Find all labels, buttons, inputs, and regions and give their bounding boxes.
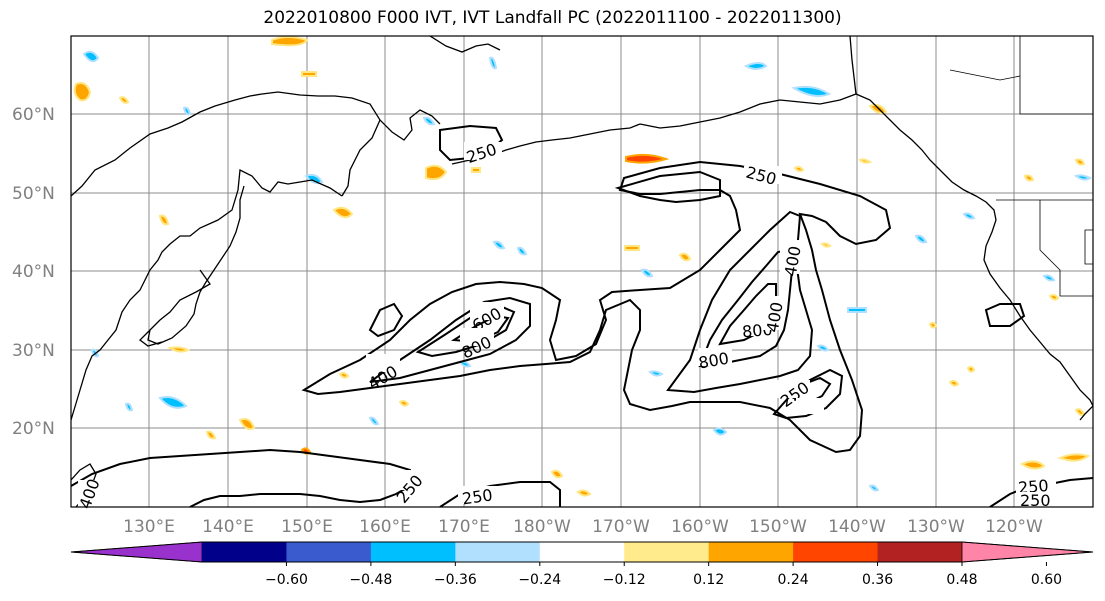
lon-label: 180°W — [513, 517, 571, 537]
colorbar-tick-label: −0.24 — [518, 572, 561, 588]
contour-400-west — [369, 296, 531, 383]
lon-label: 150°W — [749, 517, 807, 537]
asia-coast — [71, 91, 381, 197]
colorbar-tick-label: 0.60 — [1031, 572, 1062, 588]
lon-label: 140°E — [202, 517, 254, 537]
colorbar-segment — [455, 542, 541, 562]
map-area: 250 250 400 600 800 400 800 800 400 250 … — [70, 35, 1094, 511]
contour-label: 250 — [1020, 491, 1051, 510]
colorbar-segment — [877, 542, 963, 562]
alaska-north — [849, 36, 857, 95]
lon-label: 150°E — [281, 517, 333, 537]
contour-250-east-inner — [614, 170, 721, 204]
alaska-coast — [639, 93, 1093, 407]
colorbar-tick-label: −0.60 — [265, 572, 308, 588]
colorbar-ticks: −0.60 −0.48 −0.36 −0.24 −0.12 0.12 0.24 0.36 0.4… — [265, 562, 1062, 588]
contour-600-west — [415, 304, 516, 358]
positive-anomalies — [73, 36, 1091, 497]
lat-label: 40°N — [12, 262, 55, 282]
lon-label: 120°W — [985, 517, 1043, 537]
japan-coast — [147, 185, 245, 345]
lon-label: 140°W — [828, 517, 886, 537]
colorbar-segment — [539, 542, 625, 562]
lon-label: 170°W — [592, 517, 650, 537]
map-frame — [70, 35, 1094, 508]
lon-label: 160°W — [671, 517, 729, 537]
political-borders — [949, 36, 1093, 297]
lon-label: 130°E — [123, 517, 175, 537]
colorbar-segment — [708, 542, 794, 562]
colorbar — [70, 541, 1094, 563]
contour-250-main — [301, 160, 892, 454]
asia-coast-inner — [71, 168, 343, 421]
contour-250-small-ring — [368, 302, 404, 338]
latitude-labels: 60°N 50°N 40°N 30°N 20°N — [12, 105, 55, 439]
lon-label: 130°W — [907, 517, 965, 537]
coastlines — [71, 36, 1093, 507]
map-title: 2022010800 F000 IVT, IVT Landfall PC (20… — [263, 8, 842, 28]
lon-label: 160°E — [359, 517, 411, 537]
contour-400-east — [666, 210, 814, 394]
colorbar-extend-high — [961, 541, 1094, 563]
japan-coast-south — [139, 329, 163, 347]
colorbar-segment — [286, 542, 372, 562]
pc-shading — [73, 36, 1092, 497]
colorbar-extend-low — [70, 541, 203, 563]
lat-label: 30°N — [12, 341, 55, 361]
colorbar-tick-label: 0.48 — [946, 572, 977, 588]
colorbar-segment — [624, 542, 710, 562]
longitude-labels: 130°E 140°E 150°E 160°E 170°E 180°W 170°… — [123, 517, 1043, 537]
colorbar-tick-label: 0.24 — [778, 572, 809, 588]
colorbar-tick-label: −0.12 — [603, 572, 646, 588]
lat-label: 60°N — [12, 105, 55, 125]
lon-label: 170°E — [438, 517, 490, 537]
colorbar-segment — [793, 542, 879, 562]
colorbar-tick-label: 0.12 — [693, 572, 724, 588]
colorbar-segment — [202, 542, 287, 562]
colorbar-segment — [370, 542, 456, 562]
colorbar-tick-label: 0.36 — [862, 572, 893, 588]
colorbar-tick-label: −0.48 — [349, 572, 392, 588]
contour-250-ne-ring — [984, 303, 1026, 327]
lat-label: 50°N — [12, 184, 55, 204]
mexico-coast — [1079, 405, 1093, 421]
colorbar-outline — [70, 541, 1094, 563]
bering-coast — [429, 36, 501, 53]
contour-label: 250 — [461, 485, 494, 508]
lat-label: 20°N — [12, 419, 55, 439]
colorbar-tick-label: −0.36 — [434, 572, 477, 588]
kamchatka-coast — [379, 109, 441, 141]
